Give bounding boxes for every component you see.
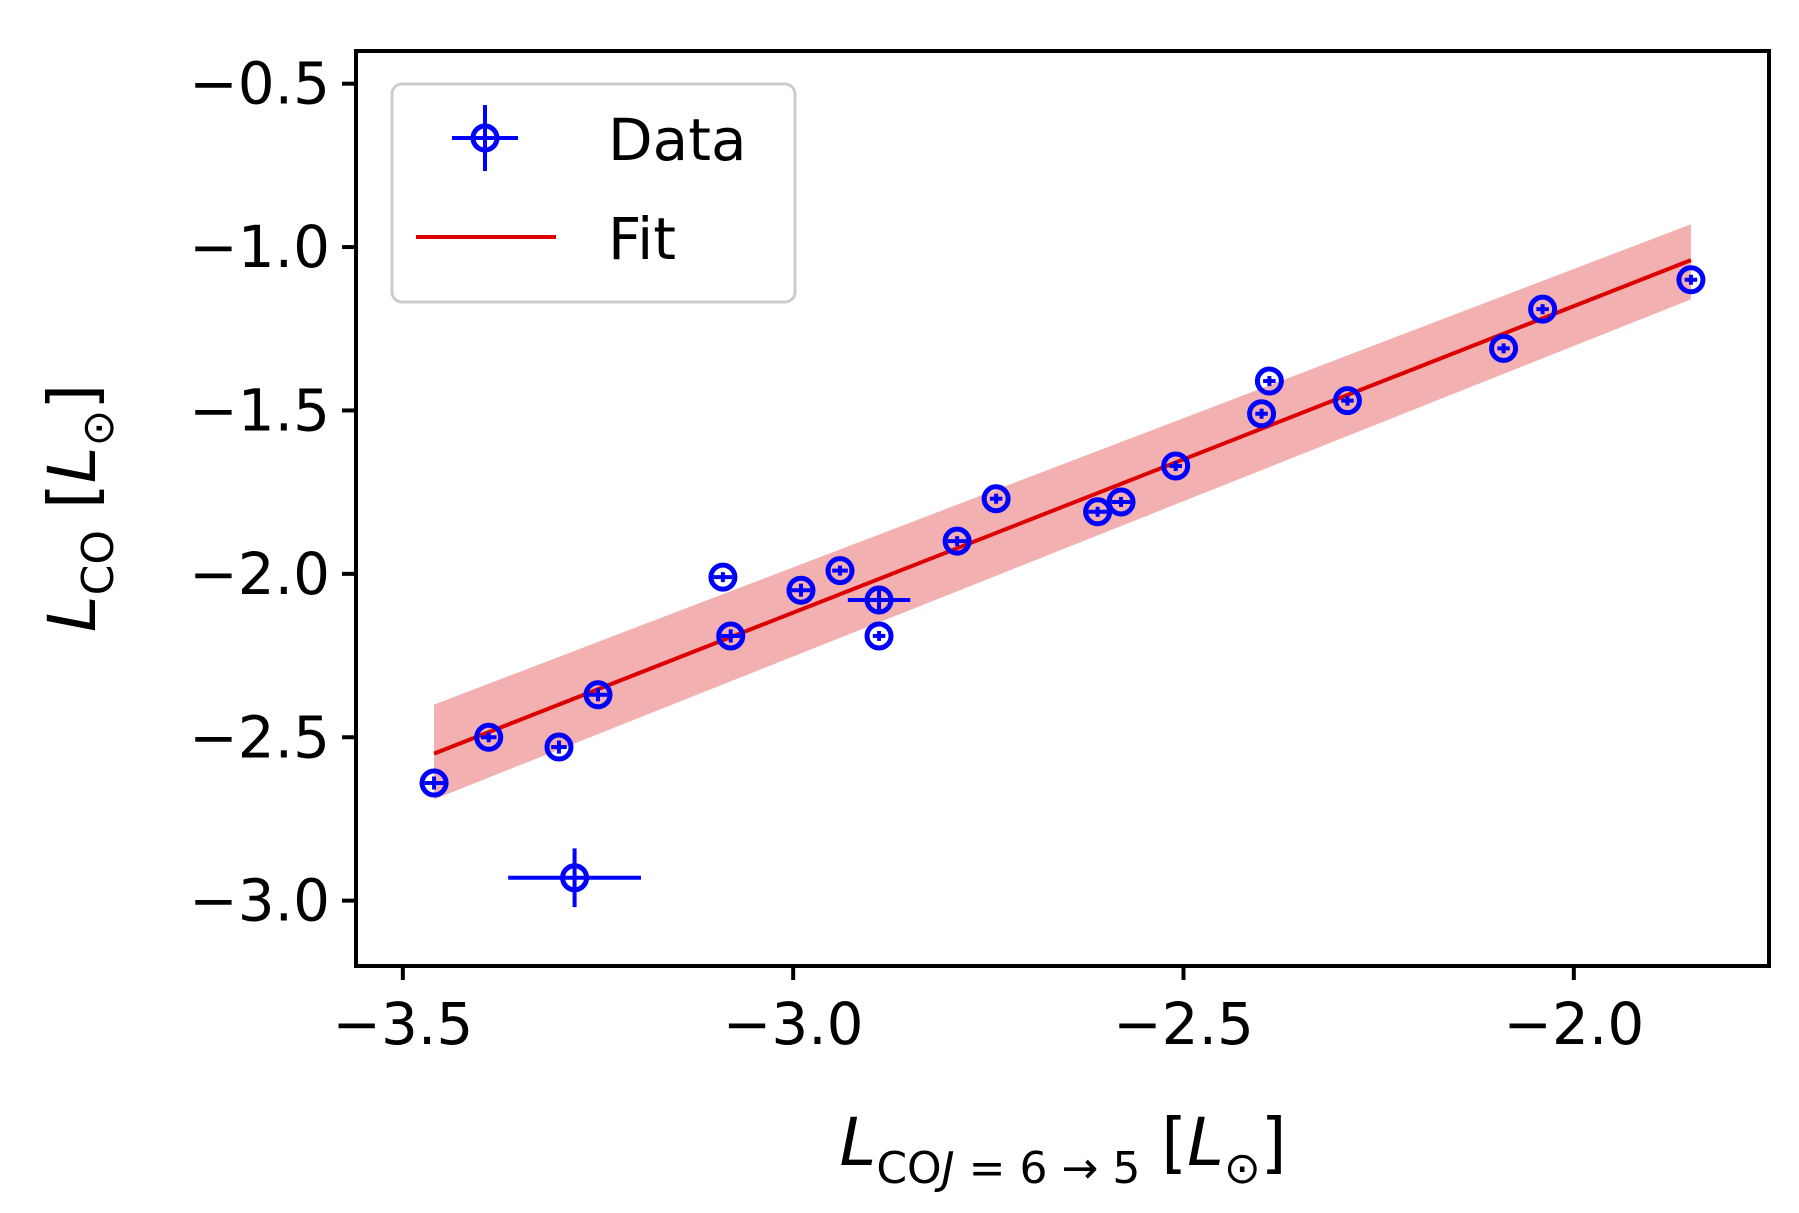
data-marker bbox=[825, 556, 855, 586]
data-point bbox=[1161, 451, 1191, 481]
data-marker bbox=[1247, 399, 1277, 429]
y-tick-label: −1.5 bbox=[189, 376, 330, 444]
data-point bbox=[1247, 399, 1277, 429]
legend: Data Fit bbox=[390, 82, 797, 304]
x-tick-label: −2.5 bbox=[1113, 990, 1254, 1058]
y-tick-label: −3.0 bbox=[189, 867, 330, 935]
legend-data-label: Data bbox=[608, 106, 747, 174]
data-marker bbox=[419, 768, 449, 798]
data-point bbox=[1676, 265, 1706, 295]
data-point bbox=[708, 562, 738, 592]
data-point bbox=[508, 848, 641, 908]
x-tick-label: −3.0 bbox=[723, 990, 864, 1058]
plot-layer bbox=[419, 224, 1706, 908]
data-marker bbox=[544, 732, 574, 762]
data-point bbox=[1254, 366, 1284, 396]
data-marker bbox=[1489, 333, 1519, 363]
data-marker bbox=[583, 680, 613, 710]
x-tick-label: −3.5 bbox=[332, 990, 473, 1058]
data-marker bbox=[864, 585, 894, 615]
data-point bbox=[716, 621, 746, 651]
data-point bbox=[1083, 497, 1113, 527]
data-point bbox=[864, 621, 894, 651]
data-marker bbox=[1676, 265, 1706, 295]
y-axis-label: LCO [L⊙] bbox=[34, 384, 124, 632]
data-point bbox=[583, 680, 613, 710]
data-marker bbox=[560, 863, 590, 893]
data-marker bbox=[942, 526, 972, 556]
data-marker bbox=[1161, 451, 1191, 481]
legend-data-marker bbox=[452, 105, 518, 171]
data-point bbox=[942, 526, 972, 556]
data-point bbox=[1106, 487, 1136, 517]
data-marker bbox=[786, 575, 816, 605]
data-point bbox=[1489, 333, 1519, 363]
data-marker bbox=[1332, 386, 1362, 416]
data-marker bbox=[864, 621, 894, 651]
legend-fit-label: Fit bbox=[608, 205, 676, 273]
data-point bbox=[419, 768, 449, 798]
data-point bbox=[544, 732, 574, 762]
data-point bbox=[847, 585, 911, 615]
x-axis-label: LCOJ = 6 → 5 [L⊙] bbox=[840, 1104, 1287, 1194]
fit-band bbox=[434, 224, 1691, 800]
data-marker bbox=[474, 722, 504, 752]
data-point bbox=[786, 575, 816, 605]
data-marker bbox=[1254, 366, 1284, 396]
data-point bbox=[1528, 294, 1558, 324]
data-point bbox=[981, 484, 1011, 514]
data-marker bbox=[1106, 487, 1136, 517]
data-marker bbox=[981, 484, 1011, 514]
data-marker bbox=[1083, 497, 1113, 527]
x-tick-label: −2.0 bbox=[1503, 990, 1644, 1058]
data-point bbox=[825, 556, 855, 586]
plot-frame bbox=[354, 49, 1771, 968]
data-marker bbox=[1528, 294, 1558, 324]
y-tick-label: −2.0 bbox=[189, 540, 330, 608]
data-point bbox=[1332, 386, 1362, 416]
y-tick-label: −2.5 bbox=[189, 703, 330, 771]
data-marker bbox=[716, 621, 746, 651]
x-axis: −3.5 −3.0 −2.5 −2.0 bbox=[332, 966, 1644, 1058]
y-axis: −3.0 −2.5 −2.0 −1.5 −1.0 −0.5 bbox=[189, 50, 356, 935]
y-tick-label: −0.5 bbox=[189, 50, 330, 118]
y-tick-label: −1.0 bbox=[189, 213, 330, 281]
data-point bbox=[474, 722, 504, 752]
data-marker bbox=[708, 562, 738, 592]
fit-line bbox=[433, 258, 1692, 756]
